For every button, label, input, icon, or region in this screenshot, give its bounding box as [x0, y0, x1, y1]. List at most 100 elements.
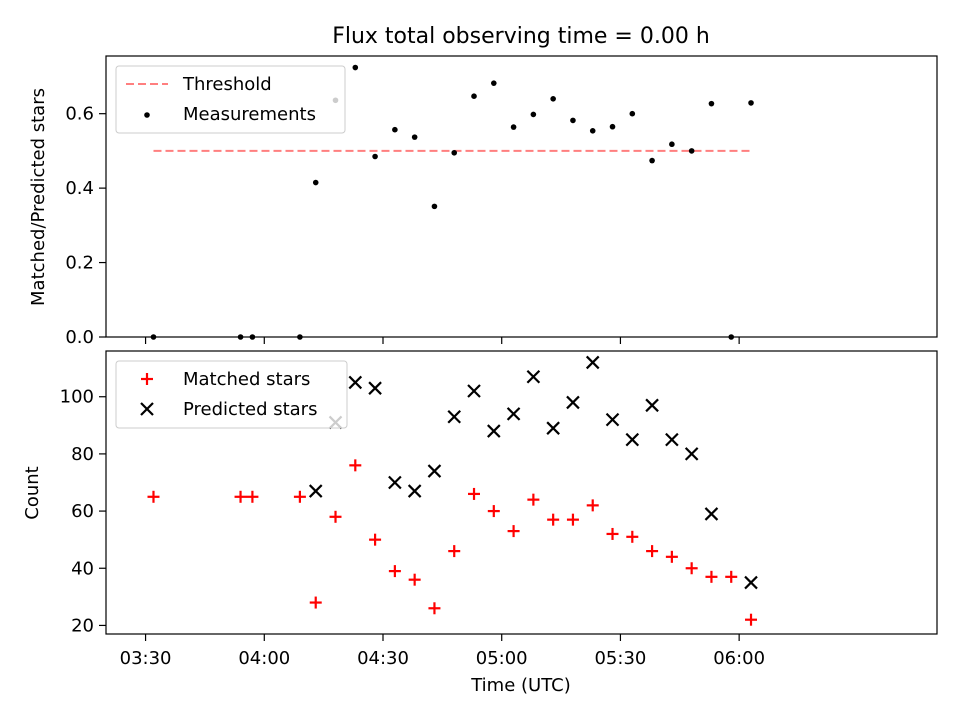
predicted-legend-label: Predicted stars — [183, 399, 317, 420]
bottom-y-tick-label: 60 — [71, 501, 94, 522]
matched-star-point — [566, 513, 579, 526]
measurement-point — [570, 117, 576, 124]
predicted-star-point — [407, 484, 422, 498]
top-y-axis: 0.0 0.2 0.4 0.6 — [65, 104, 106, 348]
matched-legend-label: Matched stars — [183, 369, 310, 390]
top-plot-marks — [150, 64, 754, 340]
matched-star-point — [665, 550, 678, 563]
measurement-point — [609, 123, 616, 130]
x-tick-label: 03:30 — [120, 648, 172, 669]
measurements-legend-label: Measurements — [183, 104, 316, 125]
measurement-point — [411, 134, 418, 140]
matched-star-point — [586, 499, 599, 512]
predicted-star-point — [427, 464, 442, 478]
matched-star-point — [246, 490, 259, 503]
measurement-point — [451, 149, 458, 156]
threshold-legend-label: Threshold — [182, 74, 272, 95]
top-legend: Threshold Measurements — [115, 65, 346, 134]
measurement-point — [530, 111, 537, 118]
bottom-y-tick-label: 40 — [71, 558, 94, 579]
measurement-point — [312, 179, 319, 186]
matched-star-point — [349, 459, 362, 472]
measurement-point — [550, 96, 556, 102]
measurement-point — [471, 93, 477, 99]
x-tick-label: 05:00 — [476, 648, 528, 669]
measurement-point — [708, 100, 715, 107]
predicted-legend-swatch — [140, 402, 154, 416]
predicted-star-point — [704, 507, 719, 521]
matched-star-point — [293, 490, 306, 503]
matched-star-point — [646, 545, 659, 558]
matched-star-point — [234, 490, 247, 503]
measurements-legend-swatch — [144, 112, 150, 118]
matched-star-point — [369, 533, 382, 546]
bottom-y-tick-label: 100 — [60, 387, 94, 408]
matched-star-point — [745, 613, 758, 626]
bottom-y-tick-label: 20 — [71, 615, 94, 636]
measurement-point — [629, 110, 636, 117]
measurement-point — [669, 141, 675, 148]
top-y-tick-label: 0.0 — [65, 327, 94, 348]
matched-star-point — [487, 505, 500, 518]
bottom-x-axis: 03:30 04:00 04:30 05:00 05:30 06:00 — [120, 634, 765, 669]
measurement-point — [510, 124, 517, 130]
matched-star-point — [547, 513, 560, 526]
measurement-point — [491, 80, 497, 86]
matched-star-point — [527, 493, 540, 506]
matched-star-point — [329, 510, 342, 523]
matched-star-point — [388, 565, 401, 578]
top-y-tick-label: 0.4 — [65, 178, 94, 199]
x-axis-label: Time (UTC) — [470, 675, 571, 696]
predicted-star-point — [585, 355, 600, 370]
predicted-star-point — [467, 384, 481, 398]
predicted-legend-marker — [140, 402, 154, 416]
top-plot-frame — [105, 55, 938, 338]
bottom-y-tick-label: 80 — [71, 444, 94, 465]
x-tick-label: 04:00 — [238, 648, 290, 669]
top-y-tick-label: 0.2 — [65, 253, 94, 274]
measurement-point — [748, 100, 754, 106]
predicted-star-point — [645, 398, 659, 413]
measurement-point — [372, 153, 378, 160]
top-x-ticks — [144, 337, 740, 344]
top-legend-box — [115, 65, 346, 134]
matched-star-point — [705, 570, 718, 583]
predicted-star-point — [506, 407, 521, 421]
predicted-star-point — [546, 421, 560, 435]
bottom-y-axis-label: Count — [22, 466, 43, 519]
measurement-point — [589, 128, 596, 134]
predicted-star-point — [744, 575, 758, 590]
bottom-plot-marks — [147, 355, 758, 626]
predicted-star-point — [348, 375, 363, 390]
matched-star-point — [606, 527, 619, 540]
predicted-star-point — [526, 369, 541, 384]
bottom-y-axis: 20 40 60 80 100 — [60, 387, 106, 636]
matched-star-point — [147, 490, 160, 503]
measurement-point — [392, 126, 398, 133]
bottom-legend-box — [115, 360, 348, 429]
predicted-star-point — [566, 395, 580, 410]
top-y-axis-label: Matched/Predicted stars — [28, 88, 49, 306]
predicted-star-point — [487, 424, 501, 438]
predicted-star-point — [308, 484, 323, 498]
chart-title: Flux total observing time = 0.00 h — [332, 24, 710, 49]
bottom-plot-frame — [105, 350, 938, 635]
matched-star-point — [626, 530, 639, 543]
bottom-plot: 20 40 60 80 100 03:30 04:00 04:30 05:00 05:30 06:… — [22, 350, 938, 696]
predicted-star-point — [665, 432, 679, 447]
top-plot: 0.0 0.2 0.4 0.6 Matched/Predicted stars Thr… — [28, 55, 938, 348]
top-y-tick-label: 0.6 — [65, 104, 94, 125]
matched-star-point — [468, 487, 481, 500]
matched-star-point — [507, 525, 520, 538]
matched-star-point — [309, 596, 322, 609]
matched-star-point — [685, 562, 698, 575]
predicted-star-point — [388, 475, 402, 490]
predicted-star-point — [605, 412, 620, 427]
matched-legend-marker — [141, 373, 153, 385]
predicted-star-point — [447, 409, 462, 424]
predicted-star-point — [684, 447, 699, 461]
x-tick-label: 06:00 — [713, 648, 765, 669]
measurement-point — [352, 64, 359, 71]
matched-star-point — [408, 573, 421, 586]
matched-star-point — [428, 602, 441, 615]
